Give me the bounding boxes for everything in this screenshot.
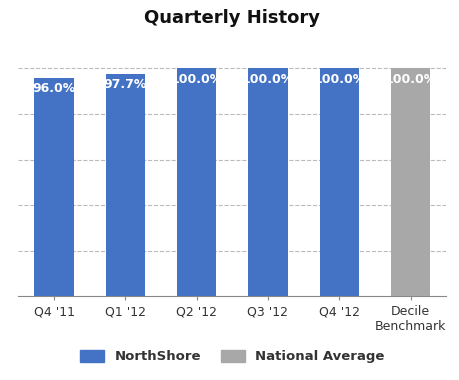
Text: 100.0%: 100.0%	[313, 73, 364, 86]
Bar	[106, 74, 145, 296]
Text: 97.7%: 97.7%	[103, 78, 147, 91]
Bar	[177, 68, 216, 296]
Bar	[319, 68, 358, 296]
Bar	[248, 68, 287, 296]
Text: 100.0%: 100.0%	[384, 73, 436, 86]
Title: Quarterly History: Quarterly History	[144, 9, 319, 27]
Text: 96.0%: 96.0%	[32, 82, 76, 95]
Text: 100.0%: 100.0%	[170, 73, 222, 86]
Bar	[34, 78, 73, 296]
Legend: NorthShore, National Average: NorthShore, National Average	[75, 345, 389, 369]
Bar	[390, 68, 429, 296]
Text: 100.0%: 100.0%	[241, 73, 293, 86]
